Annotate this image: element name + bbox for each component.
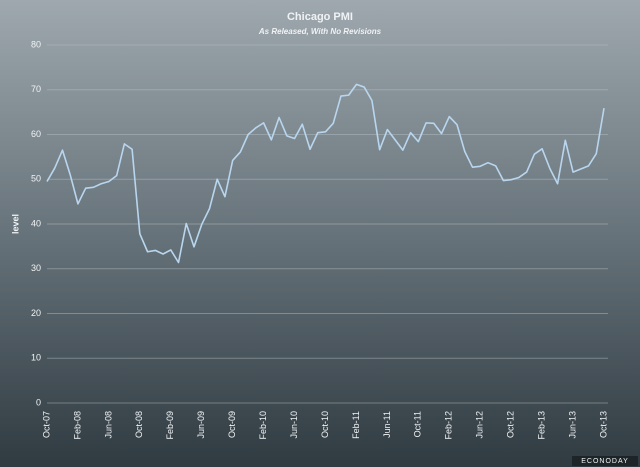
x-tick-label: Oct-11: [413, 411, 423, 437]
x-tick-label: Oct-13: [598, 411, 608, 438]
logo-box: [572, 456, 638, 466]
x-tick-label: Oct-07: [41, 411, 51, 438]
x-tick-label: Feb-09: [165, 411, 175, 440]
y-tick-label: 20: [31, 308, 41, 318]
chart-subtitle: As Released, With No Revisions: [258, 27, 382, 36]
x-tick-label: Jun-09: [196, 411, 206, 439]
y-tick-label: 70: [31, 84, 41, 94]
y-axis-label: level: [10, 214, 20, 234]
x-tick-label: Oct-08: [134, 411, 144, 438]
x-tick-label: Oct-10: [320, 411, 330, 438]
x-tick-label: Jun-08: [103, 411, 113, 439]
data-line: [46, 83, 605, 264]
y-tick-label: 80: [31, 39, 41, 49]
x-tick-label: Feb-11: [351, 411, 361, 439]
x-tick-label: Jun-10: [289, 411, 299, 439]
y-tick-label: 40: [31, 218, 41, 228]
chart-title: Chicago PMI: [287, 11, 353, 23]
x-tick-label: Feb-13: [536, 411, 546, 440]
x-tick-label: Oct-09: [227, 411, 237, 438]
logo: ECONODAY: [581, 458, 629, 465]
x-tick-label: Jun-11: [382, 411, 392, 438]
x-tick-label: Feb-12: [444, 411, 454, 440]
x-tick-label: Jun-13: [567, 411, 577, 439]
y-tick-label: 0: [36, 397, 41, 407]
y-tick-label: 50: [31, 174, 41, 184]
x-tick-label: Oct-12: [506, 411, 516, 438]
x-tick-label: Jun-12: [475, 411, 485, 439]
x-tick-label: Feb-08: [72, 411, 82, 440]
x-tick-label: Feb-10: [258, 411, 268, 440]
y-tick-label: 10: [31, 353, 41, 363]
y-tick-label: 30: [31, 263, 41, 273]
y-tick-label: 60: [31, 129, 41, 139]
